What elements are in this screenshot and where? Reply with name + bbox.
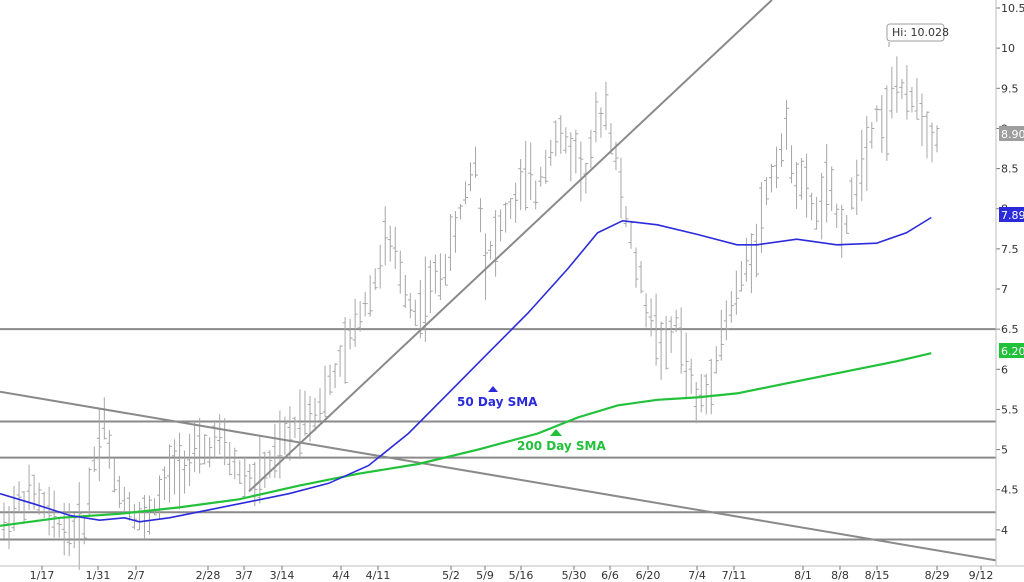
sma200-value: 6.20 <box>1001 345 1024 358</box>
x-tick-label: 5/2 <box>442 569 460 582</box>
x-tick-label: 3/7 <box>235 569 253 582</box>
sma50-label: 50 Day SMA <box>457 395 538 409</box>
x-tick-label: 8/8 <box>831 569 849 582</box>
x-tick-label: 1/17 <box>30 569 55 582</box>
x-tick-label: 7/4 <box>688 569 706 582</box>
x-tick-label: 5/9 <box>476 569 494 582</box>
x-tick-label: 1/31 <box>86 569 111 582</box>
y-tick-label: 4 <box>1001 524 1008 537</box>
y-tick-label: 6 <box>1001 363 1008 376</box>
y-tick-label: 9.5 <box>1001 82 1019 95</box>
sma200-value-tag: 6.20 <box>999 343 1024 358</box>
x-tick-label: 8/29 <box>925 569 950 582</box>
y-tick-label: 7.5 <box>1001 243 1019 256</box>
x-tick-label: 6/6 <box>601 569 619 582</box>
y-tick-label: 10.5 <box>1001 2 1024 15</box>
trendline <box>248 0 773 493</box>
sma50-value-tag: 7.89 <box>999 207 1024 222</box>
sma50-marker <box>488 386 498 392</box>
sma200-value-tag-box <box>999 343 1024 358</box>
x-tick-label: 7/11 <box>722 569 747 582</box>
sma50-value-tag-box <box>999 207 1024 222</box>
ohlc-bars <box>1 56 940 570</box>
y-tick-label: 4.5 <box>1001 484 1019 497</box>
sma50-value: 7.89 <box>1001 209 1024 222</box>
x-tick-label: 8/1 <box>794 569 812 582</box>
high-callout-box <box>886 23 945 42</box>
y-tick-label: 6.5 <box>1001 323 1019 336</box>
y-tick-label: 7 <box>1001 283 1008 296</box>
y-tick-label: 10 <box>1001 42 1015 55</box>
x-tick-label: 2/28 <box>196 569 221 582</box>
x-tick-label: 4/11 <box>366 569 391 582</box>
x-tick-label: 5/16 <box>509 569 534 582</box>
x-tick-label: 6/20 <box>636 569 661 582</box>
y-tick-label: 5 <box>1001 444 1008 457</box>
x-axis: 1/17 1/31 2/7 2/28 3/7 3/14 4/4 4/11 5/2 5/9 5/16 5… <box>0 565 1024 582</box>
last-price-value: 8.90 <box>1001 128 1024 141</box>
sma200-label: 200 Day SMA <box>517 439 607 453</box>
sma50-line <box>0 216 932 523</box>
x-tick-label: 9/12 <box>969 569 994 582</box>
x-tick-label: 5/30 <box>562 569 587 582</box>
horizontal-support-lines <box>0 328 996 541</box>
high-callout: Hi: 10.028 <box>886 23 949 47</box>
high-label: Hi: 10.028 <box>892 26 949 39</box>
sma200-line <box>0 352 932 527</box>
sma200-marker <box>550 429 562 436</box>
x-tick-label: 8/15 <box>865 569 890 582</box>
y-tick-label: 5.5 <box>1001 403 1019 416</box>
x-tick-label: 2/7 <box>127 569 145 582</box>
y-tick-label: 8.5 <box>1001 163 1019 176</box>
sma200-annotation: 200 Day SMA <box>517 429 607 453</box>
last-price-tag: 8.90 <box>999 126 1024 141</box>
x-tick-label: 3/14 <box>270 569 295 582</box>
trendline <box>0 390 997 562</box>
x-tick-label: 4/4 <box>332 569 350 582</box>
last-price-tag-box <box>999 126 1024 141</box>
trendlines <box>0 0 997 562</box>
sma50-annotation: 50 Day SMA <box>457 386 538 409</box>
